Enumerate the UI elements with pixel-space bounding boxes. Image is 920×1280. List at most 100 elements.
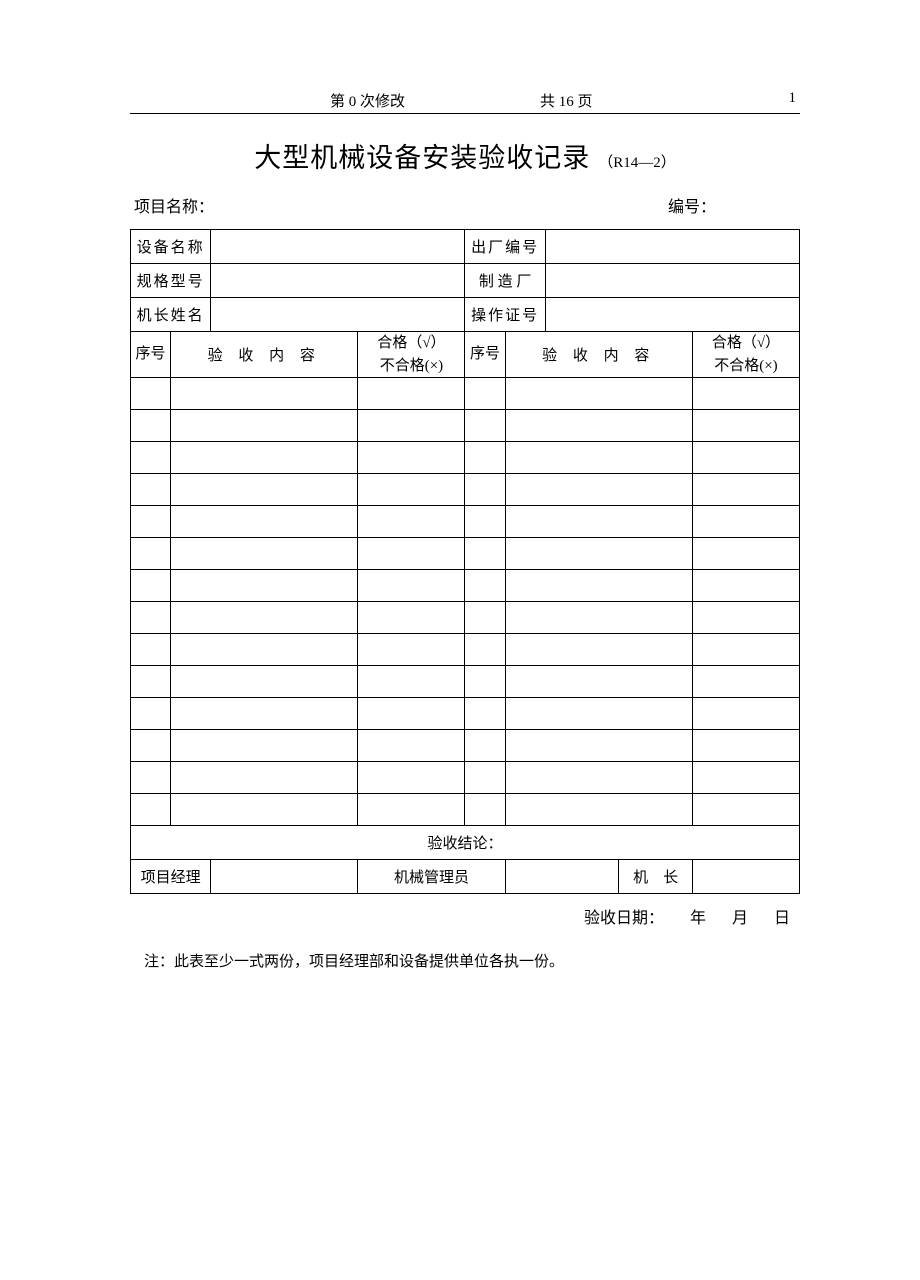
seq-cell[interactable] [465,730,505,762]
seq-cell[interactable] [131,506,171,538]
result-cell[interactable] [692,634,799,666]
content-cell[interactable] [171,794,358,826]
seq-cell[interactable] [131,442,171,474]
seq-cell[interactable] [131,698,171,730]
result-cell[interactable] [692,602,799,634]
result-cell[interactable] [358,474,465,506]
content-cell[interactable] [171,602,358,634]
seq-cell[interactable] [465,378,505,410]
content-cell[interactable] [505,378,692,410]
content-cell[interactable] [171,442,358,474]
result-cell[interactable] [692,474,799,506]
content-cell[interactable] [171,698,358,730]
result-cell[interactable] [692,442,799,474]
content-cell[interactable] [505,506,692,538]
operator-value[interactable] [692,860,799,894]
seq-cell[interactable] [131,730,171,762]
content-cell[interactable] [171,410,358,442]
seq-cell[interactable] [465,698,505,730]
content-cell[interactable] [505,538,692,570]
result-cell[interactable] [358,730,465,762]
content-cell[interactable] [171,730,358,762]
result-cell[interactable] [692,698,799,730]
result-cell[interactable] [692,794,799,826]
seq-cell[interactable] [465,506,505,538]
content-cell[interactable] [505,634,692,666]
result-cell[interactable] [358,762,465,794]
content-cell[interactable] [171,506,358,538]
seq-cell[interactable] [465,602,505,634]
seq-cell[interactable] [131,378,171,410]
operator-name-value[interactable] [211,298,465,332]
result-cell[interactable] [692,506,799,538]
seq-cell[interactable] [465,666,505,698]
seq-cell[interactable] [465,442,505,474]
project-name-label: 项目名称： [134,193,214,217]
mech-admin-label: 机械管理员 [358,860,505,894]
result-cell[interactable] [358,506,465,538]
license-no-value[interactable] [545,298,799,332]
content-cell[interactable] [505,730,692,762]
content-cell[interactable] [505,410,692,442]
manufacturer-value[interactable] [545,264,799,298]
pm-value[interactable] [211,860,358,894]
content-cell[interactable] [171,378,358,410]
result-cell[interactable] [692,378,799,410]
seq-cell[interactable] [131,634,171,666]
seq-cell[interactable] [131,602,171,634]
spec-model-value[interactable] [211,264,465,298]
seq-cell[interactable] [131,474,171,506]
result-cell[interactable] [358,378,465,410]
seq-cell[interactable] [131,666,171,698]
seq-cell[interactable] [465,794,505,826]
equip-name-value[interactable] [211,230,465,264]
result-cell[interactable] [358,602,465,634]
result-cell[interactable] [692,762,799,794]
seq-cell[interactable] [465,762,505,794]
result-cell[interactable] [358,666,465,698]
result-cell[interactable] [358,794,465,826]
seq-cell[interactable] [465,474,505,506]
seq-cell[interactable] [465,634,505,666]
factory-no-value[interactable] [545,230,799,264]
result-cell[interactable] [358,634,465,666]
result-cell[interactable] [692,410,799,442]
content-cell[interactable] [505,474,692,506]
result-cell[interactable] [358,442,465,474]
result-cell[interactable] [692,666,799,698]
content-cell[interactable] [171,762,358,794]
form-table: 设备名称 出厂编号 规格型号 制 造 厂 机长姓名 操作证号 序号 验 收 内 … [130,229,800,894]
result-cell[interactable] [358,410,465,442]
content-cell[interactable] [171,538,358,570]
content-cell[interactable] [171,474,358,506]
content-cell[interactable] [505,698,692,730]
seq-cell[interactable] [131,410,171,442]
content-cell[interactable] [505,762,692,794]
result-cell[interactable] [692,730,799,762]
seq-cell[interactable] [131,570,171,602]
seq-cell[interactable] [131,538,171,570]
content-cell[interactable] [505,602,692,634]
seq-cell[interactable] [131,794,171,826]
content-cell[interactable] [171,634,358,666]
seq-cell[interactable] [465,538,505,570]
result-cell[interactable] [692,538,799,570]
seq-cell[interactable] [465,410,505,442]
result-cell[interactable] [358,570,465,602]
result-header-right: 合格（√）不合格(×) [692,332,799,378]
content-cell[interactable] [171,666,358,698]
content-cell[interactable] [505,442,692,474]
conclusion-cell[interactable]: 验收结论： [131,826,800,860]
page-header: 第 0 次修改 共 16 页 1 [130,90,800,114]
content-cell[interactable] [505,570,692,602]
mech-admin-value[interactable] [505,860,619,894]
content-cell[interactable] [171,570,358,602]
seq-cell[interactable] [465,570,505,602]
content-cell[interactable] [505,794,692,826]
result-cell[interactable] [692,570,799,602]
title-row: 大型机械设备安装验收记录 （R14—2） [130,136,800,175]
result-cell[interactable] [358,698,465,730]
result-cell[interactable] [358,538,465,570]
seq-cell[interactable] [131,762,171,794]
content-cell[interactable] [505,666,692,698]
